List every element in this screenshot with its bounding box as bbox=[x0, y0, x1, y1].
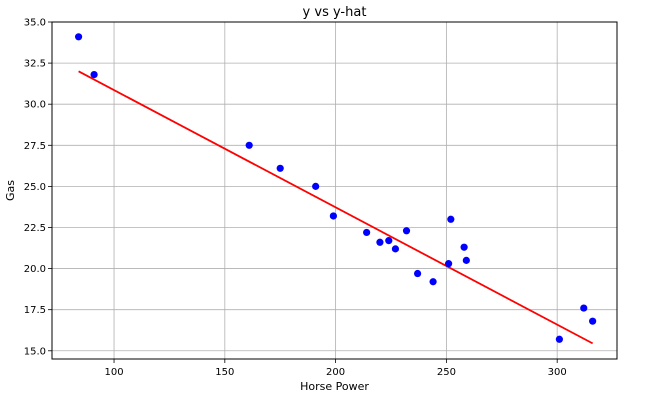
data-point bbox=[74, 33, 83, 41]
chart-title: y vs y-hat bbox=[303, 5, 367, 20]
data-point bbox=[462, 256, 470, 264]
data-point bbox=[363, 228, 371, 237]
data-point bbox=[402, 227, 411, 235]
x-tick-label: 250 bbox=[437, 367, 456, 378]
data-point bbox=[376, 238, 384, 246]
x-tick-label: 200 bbox=[326, 367, 345, 378]
data-point bbox=[589, 317, 597, 325]
data-point bbox=[445, 260, 453, 268]
fit-line bbox=[78, 70, 594, 345]
plot-frame bbox=[51, 21, 618, 360]
y-axis-label: Gas bbox=[4, 180, 17, 201]
data-point bbox=[312, 182, 320, 190]
y-tick-label: 20.0 bbox=[24, 264, 46, 275]
data-point bbox=[276, 164, 284, 172]
x-tick-label: 300 bbox=[548, 367, 567, 378]
fit-line-group bbox=[78, 70, 594, 345]
data-point bbox=[447, 215, 455, 223]
data-point bbox=[90, 71, 98, 79]
data-point bbox=[391, 245, 400, 253]
data-point bbox=[329, 212, 337, 220]
data-point bbox=[555, 335, 563, 343]
data-point bbox=[429, 278, 437, 286]
x-tick-label: 100 bbox=[104, 367, 123, 378]
y-tick-label: 17.5 bbox=[24, 305, 46, 316]
data-point bbox=[580, 304, 588, 312]
grid-lines bbox=[52, 21, 617, 359]
y-tick-label: 15.0 bbox=[24, 346, 46, 357]
x-axis-label: Horse Power bbox=[300, 380, 369, 393]
x-axis-ticks: 100 150 200 250 300 bbox=[104, 359, 567, 378]
x-tick-label: 150 bbox=[215, 367, 234, 378]
y-tick-label: 22.5 bbox=[24, 223, 46, 234]
data-point bbox=[385, 237, 393, 245]
y-tick-label: 25.0 bbox=[24, 182, 46, 193]
y-tick-label: 27.5 bbox=[24, 141, 46, 152]
y-tick-label: 30.0 bbox=[24, 100, 46, 111]
y-tick-label: 35.0 bbox=[24, 18, 46, 29]
data-points bbox=[74, 33, 597, 343]
data-point bbox=[460, 243, 468, 251]
data-point bbox=[245, 141, 253, 149]
y-axis-ticks: 15.0 17.5 20.0 22.5 25.0 27.5 30.0 32.5 35.0 bbox=[24, 18, 52, 357]
y-tick-label: 32.5 bbox=[24, 59, 46, 70]
data-point bbox=[413, 269, 422, 278]
